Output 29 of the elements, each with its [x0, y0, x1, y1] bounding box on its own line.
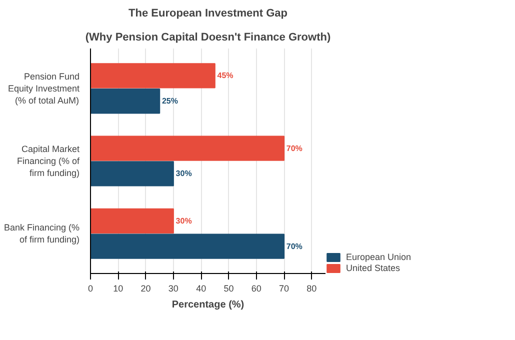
x-tick-label: 20 [140, 284, 151, 294]
x-tick-label: 60 [251, 284, 262, 294]
x-tick-label: 0 [88, 284, 94, 294]
legend-label: United States [346, 263, 400, 273]
bar [90, 161, 174, 186]
chart-title: The European Investment Gap [128, 8, 288, 20]
data-label: 70% [286, 144, 302, 153]
x-axis-title: Percentage (%) [172, 300, 244, 310]
bar [90, 63, 216, 88]
bar [90, 208, 174, 234]
y-tick-label: Bank Financing (% of firm funding) [4, 222, 80, 245]
data-label: 25% [162, 96, 178, 106]
bar [90, 136, 285, 161]
bar [90, 234, 285, 259]
data-label: 45% [217, 71, 234, 80]
x-tick-label: 80 [306, 284, 317, 294]
data-label: 70% [286, 242, 302, 251]
y-tick-label: Capital Market Financing (% of firm funding) [16, 144, 80, 178]
y-tick-label: Pension Fund Equity Investment (% of total AuM) [8, 71, 80, 106]
x-tick-label: 70 [279, 284, 290, 294]
data-label: 30% [176, 169, 192, 178]
x-tick-label: 30 [168, 284, 178, 294]
bar [90, 88, 160, 114]
chart-subtitle: (Why Pension Capital Doesn't Finance Growth) [85, 32, 331, 44]
x-tick-label: 50 [224, 284, 234, 294]
x-tick-label: 40 [196, 284, 206, 294]
data-label: 30% [176, 216, 192, 226]
legend-label: European Union [346, 252, 412, 262]
x-tick-label: 10 [113, 284, 124, 294]
